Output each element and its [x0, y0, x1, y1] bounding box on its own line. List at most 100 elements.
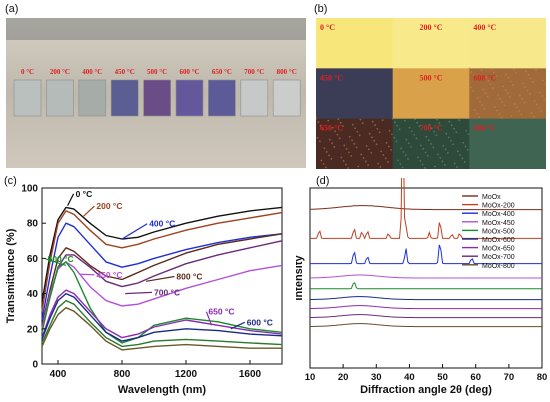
- micrograph-temp-label-0: 0 °C: [320, 23, 335, 32]
- c-y-tick-label-1: 20: [27, 324, 39, 335]
- sample-photo: 0 °C 200 °C 400 °C 450 °C 500 °C 600 °C 650 °C…: [6, 18, 306, 168]
- tile-texture-dot: [423, 167, 426, 169]
- tile-texture-dot: [379, 166, 382, 168]
- tile-texture-dot: [473, 74, 475, 77]
- tile-texture-dot: [455, 131, 458, 134]
- tile-texture-dot: [490, 67, 493, 70]
- tile-texture-dot: [466, 148, 469, 151]
- tile-texture-dot: [462, 141, 465, 144]
- tile-texture-dot: [479, 100, 481, 103]
- micrograph-tile-8: [469, 118, 546, 169]
- tile-texture-dot: [328, 154, 330, 157]
- tile-texture-dot: [526, 89, 529, 92]
- tile-texture-dot: [450, 124, 453, 127]
- micrograph-grid-svg: 0 °C 200 °C 400 °C 450 °C 500 °C 600 °C 650 °C…: [316, 18, 546, 169]
- sample-temp-label-8: 800 °C: [277, 68, 297, 76]
- micrograph-temp-label-7: 700 °C: [420, 124, 443, 133]
- tile-texture-dot: [414, 118, 416, 121]
- photo-top-shadow: [6, 18, 306, 40]
- sample-photo-svg: 0 °C 200 °C 400 °C 450 °C 500 °C 600 °C 650 °C…: [6, 18, 306, 168]
- d-legend-label-6: MoOx-650: [482, 246, 515, 253]
- d-x-tick-label-7: 80: [537, 372, 548, 383]
- sample-temp-label-4: 500 °C: [147, 68, 167, 76]
- transmittance-series-6: [41, 261, 283, 344]
- d-legend-label-3: MoOx-450: [482, 220, 515, 227]
- tile-texture-dot: [354, 127, 356, 130]
- tile-texture-dot: [418, 125, 421, 128]
- panel-label-d: (d): [316, 175, 330, 187]
- micrograph-temp-label-5: 600 °C: [473, 73, 496, 82]
- c-annotation-arrow-8: [230, 321, 246, 330]
- c-x-tick-label-2: 1200: [175, 369, 198, 380]
- c-y-axis-label: Transmittance (%): [5, 228, 17, 323]
- tile-texture-dot: [509, 96, 511, 98]
- tile-texture-dot: [444, 148, 447, 151]
- tile-texture-dot: [541, 95, 544, 97]
- tile-texture-dot: [535, 103, 538, 106]
- tile-texture-dot: [356, 130, 359, 133]
- tile-texture-dot: [339, 121, 342, 124]
- xrd-series-3: [310, 274, 542, 279]
- tile-texture-dot: [463, 161, 466, 163]
- c-x-tick-label-1: 800: [114, 369, 131, 380]
- tile-texture-dot: [385, 141, 388, 144]
- tile-texture-dot: [368, 148, 370, 151]
- sample-slide-0: [13, 79, 42, 117]
- tile-texture-dot: [492, 71, 495, 74]
- tile-texture-dot: [317, 121, 320, 124]
- tile-texture-dot: [416, 121, 419, 124]
- tile-texture-dot: [437, 153, 439, 156]
- sample-temp-label-7: 700 °C: [244, 68, 264, 76]
- tile-texture-dot: [398, 128, 401, 131]
- panel-label-a: (a): [5, 3, 19, 15]
- sample-temp-label-6: 650 °C: [212, 68, 232, 76]
- xrd-series-2: [310, 244, 542, 265]
- micrograph-temp-label-8: 800 °C: [473, 124, 496, 133]
- tile-texture-dot: [338, 137, 341, 140]
- sample-slide-5: [175, 79, 204, 117]
- transmittance-series-0: [41, 206, 283, 303]
- tile-texture-dot: [382, 154, 385, 156]
- tile-texture-dot: [370, 151, 373, 154]
- tile-texture-dot: [348, 135, 351, 138]
- tile-texture-dot: [327, 119, 330, 122]
- tile-texture-dot: [419, 160, 422, 162]
- tile-texture-dot: [396, 124, 399, 127]
- tile-texture-dot: [503, 104, 506, 107]
- tile-texture-dot: [527, 73, 530, 76]
- tile-texture-dot: [390, 148, 393, 151]
- tile-texture-dot: [422, 147, 425, 150]
- xrd-series-5: [310, 296, 542, 301]
- tile-texture-dot: [334, 130, 337, 133]
- xrd-series-6: [310, 305, 542, 310]
- sample-slide-7: [240, 79, 269, 117]
- tile-texture-dot: [458, 119, 461, 122]
- tile-texture-dot: [502, 85, 504, 88]
- sample-slide-1: [46, 79, 74, 117]
- tile-texture-dot: [489, 83, 492, 86]
- tile-texture-dot: [482, 88, 485, 91]
- c-annotation-0: 0 °C: [76, 189, 93, 199]
- tile-texture-dot: [360, 153, 363, 156]
- tile-texture-dot: [480, 69, 483, 72]
- tile-texture-dot: [410, 130, 413, 133]
- xrd-series-1: [310, 178, 542, 240]
- c-annotation-arrow-6: [125, 291, 153, 295]
- tile-texture-dot: [509, 80, 512, 83]
- micrograph-temp-label-6: 650 °C: [320, 124, 343, 133]
- tile-texture-dot: [452, 143, 455, 146]
- tile-texture-dot: [400, 147, 402, 150]
- tile-texture-dot: [410, 145, 412, 148]
- tile-texture-dot: [433, 130, 435, 133]
- tile-texture-dot: [532, 115, 535, 118]
- tile-texture-dot: [441, 160, 444, 163]
- c-annotation-arrow-7: [205, 311, 213, 326]
- tile-texture-dot: [371, 120, 374, 123]
- c-annotation-8: 600 °C: [247, 317, 273, 327]
- c-annotation-arrow-1: [83, 205, 95, 217]
- transmittance-series-4: [41, 240, 283, 329]
- tile-texture-dot: [318, 140, 321, 143]
- tile-texture-dot: [467, 133, 470, 136]
- transmittance-chart: 400 800 1200 1600 0 20 40 60 80 100 0 °C 200 °C 400…: [0, 178, 300, 400]
- tile-texture-dot: [427, 139, 430, 142]
